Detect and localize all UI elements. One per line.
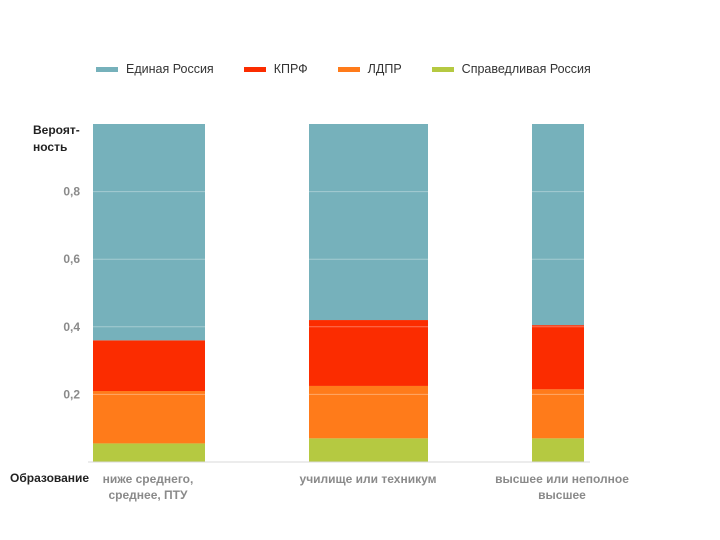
bar-segment: [93, 443, 205, 462]
x-tick-label: училище или техникум: [299, 472, 437, 486]
y-tick-label: 0,6: [63, 252, 80, 266]
bar-segment: [93, 391, 205, 444]
bar-segment: [532, 438, 584, 462]
x-tick-label: ниже среднего, среднее, ПТУ: [102, 472, 194, 502]
legend-label: ЛДПР: [367, 62, 402, 76]
legend-item-spravedlivaya-rossiya: Справедливая Россия: [431, 62, 591, 76]
y-axis-label: Вероят- ность: [33, 123, 80, 154]
x-tick-label: высшее или неполное высшее: [495, 472, 629, 502]
bar-segment: [532, 124, 584, 326]
x-axis-title: Образование: [10, 471, 90, 485]
legend-label: Единая Россия: [126, 62, 214, 76]
y-tick-label: 0,4: [63, 320, 80, 334]
legend: Единая Россия КПРФ ЛДПР Справедливая Рос…: [96, 62, 621, 76]
bar-segment: [309, 124, 428, 321]
y-tick-label: 0,2: [63, 387, 80, 401]
legend-label: Справедливая Россия: [461, 62, 591, 76]
legend-label: КПРФ: [273, 62, 308, 76]
legend-item-ldpr: ЛДПР: [337, 62, 402, 76]
legend-swatch: [243, 66, 266, 72]
bar-segment: [532, 325, 584, 390]
bar-segment: [309, 385, 428, 439]
legend-item-edinaya-rossiya: Единая Россия: [96, 62, 214, 76]
legend-swatch: [337, 66, 360, 72]
legend-swatch: [96, 66, 118, 72]
legend-item-kprf: КПРФ: [243, 62, 308, 76]
bar-segment: [532, 389, 584, 439]
legend-swatch: [431, 66, 454, 72]
bar-segment: [93, 124, 205, 341]
bar-segment: [93, 340, 205, 392]
y-tick-label: 0,8: [63, 185, 80, 199]
bar-segment: [309, 320, 428, 386]
bar-segment: [309, 438, 428, 462]
